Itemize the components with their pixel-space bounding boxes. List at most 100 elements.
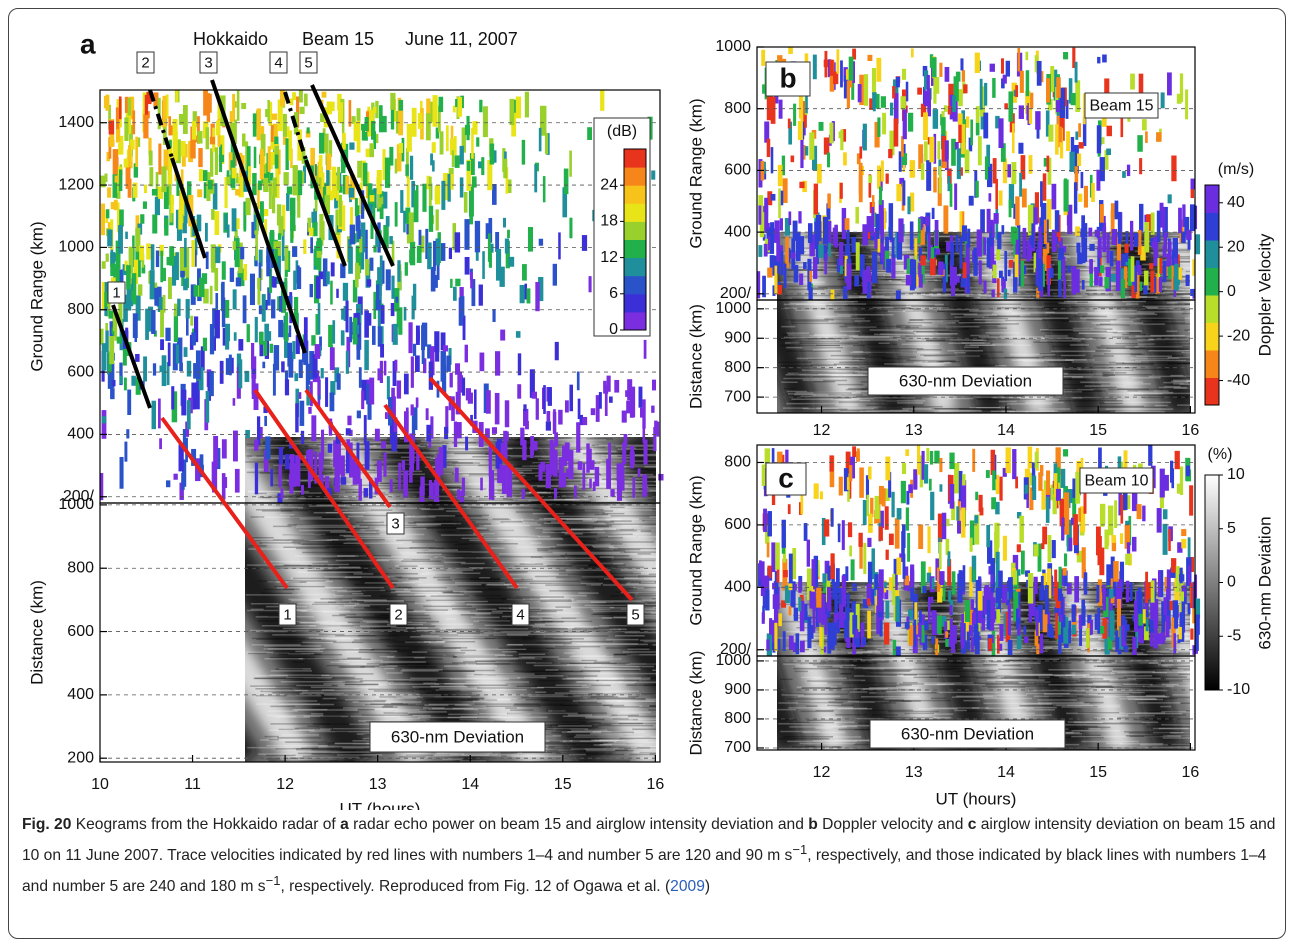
echo-cell — [868, 174, 872, 198]
echo-cell — [1176, 93, 1182, 104]
echo-cell — [899, 177, 905, 187]
echo-cell — [216, 120, 221, 136]
echo-cell — [101, 416, 107, 424]
echo-cell — [161, 166, 167, 193]
echo-cell — [428, 479, 432, 496]
dark-band — [777, 657, 804, 750]
echo-cell — [564, 400, 569, 413]
echo-cell — [488, 243, 494, 253]
dark-band — [262, 437, 495, 762]
echo-cell — [573, 485, 577, 499]
echo-cell — [374, 428, 380, 442]
echo-cell — [284, 277, 288, 297]
echo-cell — [377, 368, 382, 381]
echo-cell — [390, 108, 395, 130]
dark-band — [0, 437, 126, 762]
echo-cell — [867, 54, 873, 61]
echo-cell — [314, 344, 321, 359]
echo-cell — [175, 90, 179, 102]
echo-cell — [1097, 237, 1102, 258]
echo-cell — [163, 267, 166, 282]
echo-cell — [112, 380, 116, 387]
echo-cell — [503, 158, 508, 179]
echo-cell — [457, 371, 463, 393]
echo-cell — [405, 147, 409, 178]
echo-cell — [488, 217, 493, 243]
echo-cell — [1076, 242, 1081, 253]
echo-cell — [345, 175, 350, 195]
echo-cell — [1153, 236, 1159, 267]
echo-cell — [1073, 144, 1079, 174]
echo-cell — [137, 284, 143, 296]
echo-cell — [333, 440, 338, 468]
echo-cell — [944, 66, 950, 82]
echo-cell — [235, 277, 242, 287]
echo-cell — [202, 170, 208, 182]
echo-cell — [273, 241, 279, 249]
echo-cell — [110, 388, 115, 400]
echo-cell — [279, 296, 283, 312]
echo-cell — [549, 443, 555, 475]
echo-cell — [410, 404, 414, 416]
echo-cell — [272, 363, 276, 396]
echo-cell — [1016, 224, 1021, 239]
echo-cell — [260, 133, 266, 157]
echo-cell — [434, 480, 440, 503]
echo-cell — [568, 450, 574, 480]
echo-cell — [996, 246, 1001, 261]
echo-cell — [435, 209, 439, 231]
echo-cell — [973, 247, 978, 276]
echo-cell — [300, 430, 305, 444]
echo-cell — [406, 177, 410, 208]
echo-cell — [656, 421, 660, 437]
echo-cell — [301, 147, 306, 164]
echo-cell — [190, 284, 196, 305]
echo-cell — [269, 230, 275, 242]
echo-cell — [434, 274, 438, 288]
echo-cell — [257, 180, 262, 191]
echo-cell — [552, 263, 558, 286]
echo-cell — [1068, 78, 1073, 104]
echo-cell — [1047, 98, 1053, 111]
echo-cell — [205, 127, 210, 150]
echo-cell — [163, 149, 169, 171]
echo-cell — [325, 476, 330, 496]
echo-cell — [411, 295, 415, 320]
echo-cell — [175, 344, 180, 364]
echo-cell — [285, 126, 290, 138]
echo-cell — [1015, 85, 1019, 98]
echo-cell — [267, 331, 272, 341]
echo-cell — [866, 266, 871, 284]
echo-cell — [800, 94, 804, 126]
echo-cell — [457, 489, 461, 500]
bright-band — [1272, 232, 1295, 413]
echo-cell — [352, 279, 358, 303]
echo-cell — [918, 247, 922, 262]
echo-cell — [1049, 268, 1054, 279]
echo-cell — [146, 111, 150, 119]
echo-cell — [428, 205, 434, 232]
echo-cell — [901, 153, 908, 166]
echo-cell — [104, 306, 108, 316]
echo-cell — [116, 170, 121, 199]
bright-band — [702, 232, 756, 413]
echo-cell — [321, 172, 325, 187]
echo-cell — [361, 390, 365, 410]
echo-cell — [241, 102, 247, 110]
echo-cell — [124, 441, 128, 462]
echo-cell — [622, 442, 627, 465]
echo-cell — [616, 472, 623, 501]
echo-cell — [455, 278, 461, 287]
echo-cell — [181, 272, 185, 287]
echo-cell — [577, 461, 583, 470]
echo-cell — [276, 245, 281, 276]
echo-cell — [411, 107, 417, 137]
echo-cell — [257, 277, 261, 289]
echo-cell — [535, 398, 539, 420]
echo-cell — [375, 100, 379, 119]
echo-cell — [379, 305, 385, 324]
echo-cell — [129, 139, 135, 150]
echo-cell — [284, 379, 290, 396]
echo-cell — [308, 407, 312, 414]
echo-cell — [318, 177, 322, 190]
